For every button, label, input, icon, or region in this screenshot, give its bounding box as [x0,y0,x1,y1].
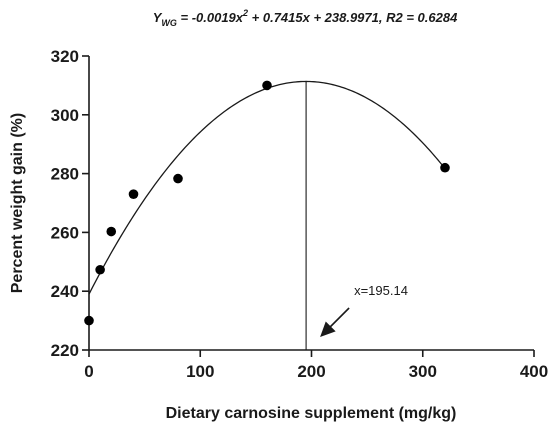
y-axis-title: Percent weight gain (%) [9,113,26,293]
x-ticks: 0 100 200 300 400 [84,350,548,381]
y-tick-label: 220 [51,341,79,360]
data-points [84,80,450,326]
y-tick-label: 240 [51,282,79,301]
x-tick-label: 400 [520,362,548,381]
x-tick-label: 200 [297,362,325,381]
data-point-1 [95,264,105,275]
data-point-6 [440,162,450,173]
fit-equation: YWG = -0.0019x2 + 0.7415x + 238.9971, R2… [153,8,458,28]
x-tick-label: 300 [409,362,437,381]
data-point-4 [173,173,183,184]
data-point-2 [106,226,117,237]
data-point-5 [262,80,272,91]
optimum-label: x=195.14 [354,283,408,298]
y-tick-label: 280 [51,165,79,184]
x-tick-label: 0 [84,362,93,381]
y-tick-label: 320 [51,47,79,66]
x-tick-label: 100 [186,362,214,381]
y-tick-label: 300 [51,106,79,125]
x-axis-title: Dietary carnosine supplement (mg/kg) [166,405,457,422]
arrow-head [320,321,336,337]
y-ticks: 220 240 260 280 300 320 [51,47,89,360]
data-point-0 [84,315,94,326]
data-point-3 [128,189,139,199]
fit-curve [88,80,446,295]
y-tick-label: 260 [51,223,79,242]
